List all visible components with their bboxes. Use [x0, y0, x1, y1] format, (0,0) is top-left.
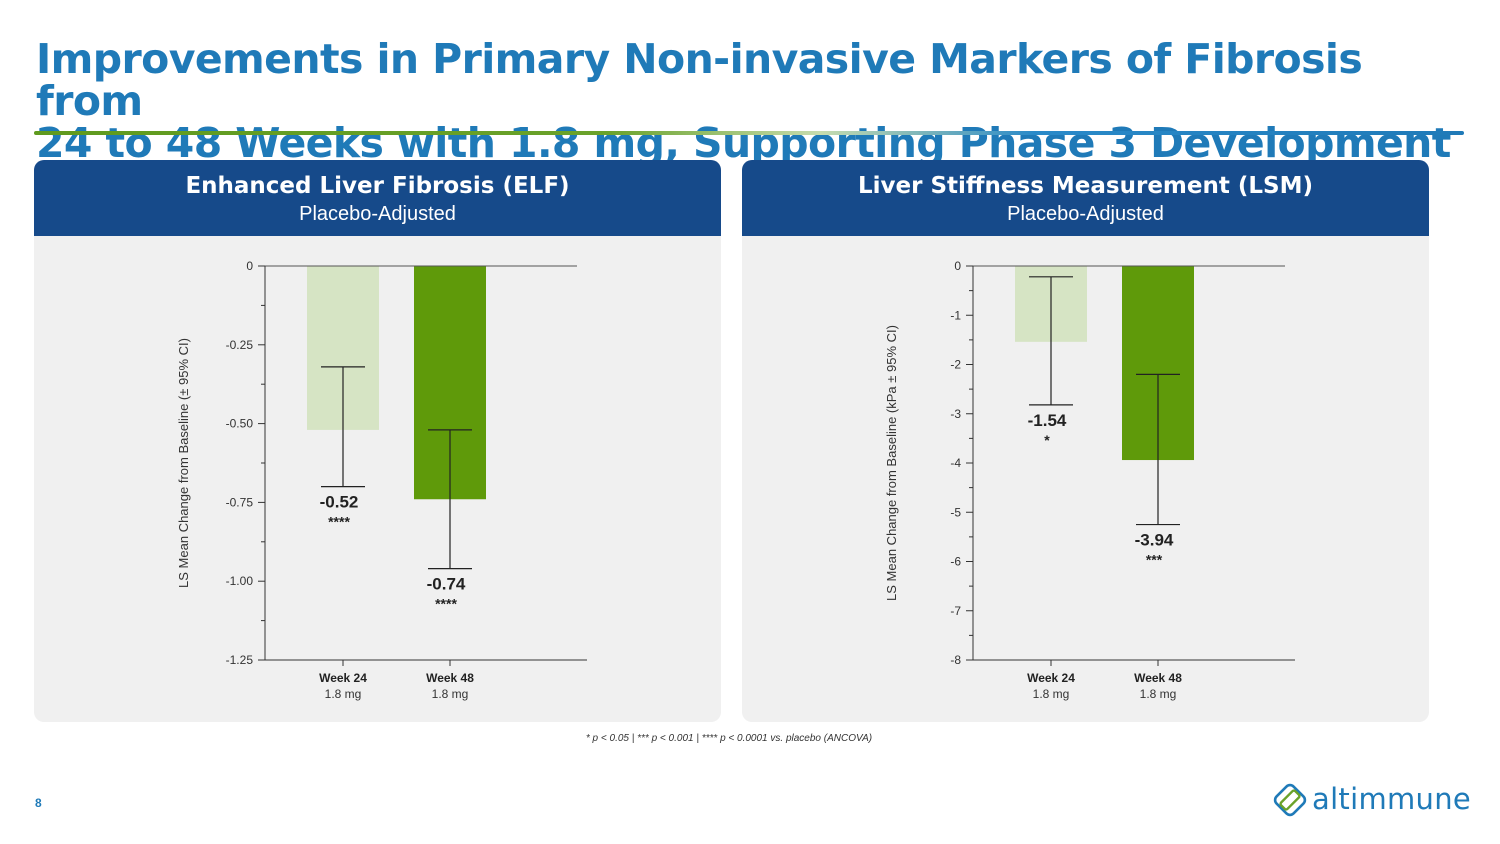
title-line-1: Improvements in Primary Non-invasive Mar…	[36, 35, 1363, 125]
y-tick-label: -0.25	[226, 338, 254, 352]
lsm-panel-header: Liver Stiffness Measurement (LSM) Placeb…	[742, 160, 1429, 236]
data-label: -1.54	[1028, 411, 1067, 430]
data-label: -3.94	[1135, 531, 1174, 550]
y-tick-label: -8	[950, 653, 961, 667]
elf-panel: Enhanced Liver Fibrosis (ELF) Placebo-Ad…	[34, 160, 721, 722]
title-underline	[34, 131, 1464, 135]
x-tick-label: Week 24	[1027, 671, 1075, 685]
y-tick-label: -1.25	[226, 653, 254, 667]
y-tick-label: -2	[950, 358, 961, 372]
x-tick-label: Week 48	[426, 671, 474, 685]
y-tick-label: 0	[246, 259, 253, 273]
x-tick-label: Week 24	[319, 671, 367, 685]
elf-chart: 0 -0.25 -0.50 -0.75 -1.00 -1.25 LS Mean Change…	[176, 259, 587, 701]
significance-label: ****	[435, 596, 457, 612]
elf-panel-header: Enhanced Liver Fibrosis (ELF) Placebo-Ad…	[34, 160, 721, 236]
y-tick-label: -6	[950, 555, 961, 569]
logo-text: altimmune	[1312, 782, 1472, 816]
lsm-panel: Liver Stiffness Measurement (LSM) Placeb…	[742, 160, 1429, 722]
y-tick-label: -0.50	[226, 417, 254, 431]
y-tick-label: -4	[950, 456, 961, 470]
x-tick-label: Week 48	[1134, 671, 1182, 685]
footnote: * p < 0.05 | *** p < 0.001 | **** p < 0.…	[585, 733, 873, 744]
significance-label: ***	[1146, 552, 1163, 568]
x-tick-sublabel: 1.8 mg	[325, 687, 362, 701]
y-tick-label: -0.75	[226, 495, 254, 509]
x-tick-sublabel: 1.8 mg	[432, 687, 469, 701]
x-tick-sublabel: 1.8 mg	[1033, 687, 1070, 701]
data-label: -0.74	[427, 575, 466, 594]
diamond-logo-icon	[1273, 783, 1307, 817]
elf-chart-subtitle: Placebo-Adjusted	[299, 203, 456, 225]
title-line-2: 24 to 48 Weeks with 1.8 mg, Supporting P…	[36, 119, 1451, 167]
elf-chart-title: Enhanced Liver Fibrosis (ELF)	[185, 173, 570, 199]
lsm-chart-title: Liver Stiffness Measurement (LSM)	[857, 173, 1313, 199]
y-tick-label: 0	[954, 259, 961, 273]
y-tick-label: -5	[950, 505, 961, 519]
y-tick-label: -7	[950, 604, 961, 618]
lsm-chart-subtitle: Placebo-Adjusted	[1007, 203, 1164, 225]
page-title: Improvements in Primary Non-invasive Mar…	[36, 38, 1466, 164]
page-number: 8	[35, 796, 42, 810]
significance-label: *	[1044, 432, 1050, 448]
company-logo: altimmune	[1270, 780, 1472, 820]
y-tick-label: -3	[950, 407, 961, 421]
y-tick-label: -1.00	[226, 574, 254, 588]
y-axis-label: LS Mean Change from Baseline (± 95% CI)	[176, 338, 191, 588]
x-tick-sublabel: 1.8 mg	[1140, 687, 1177, 701]
y-axis-label: LS Mean Change from Baseline (kPa ± 95% …	[884, 325, 899, 601]
significance-label: ****	[328, 514, 350, 530]
lsm-chart: 0 -1 -2 -3 -4 -5 -6 -7 -8 LS Mean Change from Bas…	[884, 259, 1295, 701]
y-tick-label: -1	[950, 308, 961, 322]
data-label: -0.52	[320, 493, 359, 512]
